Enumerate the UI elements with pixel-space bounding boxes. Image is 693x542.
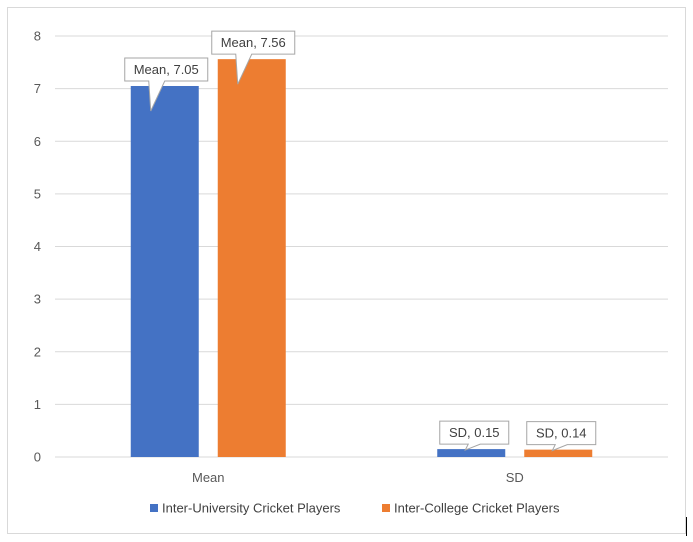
data-label-callout <box>211 30 296 85</box>
bar <box>437 449 506 457</box>
y-tick-label: 0 <box>34 450 41 465</box>
bar <box>217 59 286 457</box>
data-label-callout <box>526 421 597 452</box>
y-tick-label: 8 <box>34 29 41 44</box>
legend-label: Inter-College Cricket Players <box>394 501 560 516</box>
x-tick-label: Mean <box>192 470 225 485</box>
data-label-text: SD, 0.14 <box>536 426 587 441</box>
y-tick-label: 6 <box>34 134 41 149</box>
y-tick-label: 5 <box>34 186 41 201</box>
data-label: Mean, 7.56 <box>211 30 296 85</box>
y-tick-label: 7 <box>34 81 41 96</box>
bar <box>524 449 593 457</box>
y-tick-label: 3 <box>34 292 41 307</box>
data-label-callout <box>439 420 510 452</box>
text-cursor <box>686 517 687 536</box>
bar <box>130 85 199 458</box>
data-label: SD, 0.14 <box>526 421 597 452</box>
data-label-callout <box>124 57 209 112</box>
data-label-text: Mean, 7.56 <box>221 35 286 50</box>
legend-swatch <box>150 504 158 512</box>
legend-swatch <box>382 504 390 512</box>
y-tick-label: 4 <box>34 239 41 254</box>
data-label: SD, 0.15 <box>439 420 510 452</box>
y-tick-label: 2 <box>34 344 41 359</box>
data-label-text: SD, 0.15 <box>449 425 500 440</box>
data-label: Mean, 7.05 <box>124 57 209 112</box>
x-tick-label: SD <box>506 470 524 485</box>
chart-frame <box>7 7 686 534</box>
data-label-text: Mean, 7.05 <box>134 62 199 77</box>
y-tick-label: 1 <box>34 397 41 412</box>
legend-label: Inter-University Cricket Players <box>162 501 341 516</box>
